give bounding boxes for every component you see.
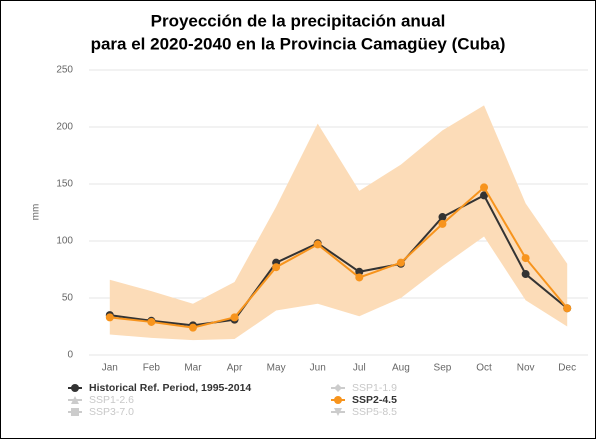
marker	[313, 240, 322, 249]
x-tick-label: Jun	[310, 363, 326, 374]
legend-label: Historical Ref. Period, 1995-2014	[89, 382, 251, 394]
x-tick-label: Apr	[227, 363, 243, 374]
marker	[480, 183, 489, 192]
legend-label: SSP1-1.9	[352, 382, 397, 394]
x-tick-label: Feb	[143, 363, 161, 374]
x-tick-label: Jul	[353, 363, 366, 374]
x-tick-label: Nov	[517, 363, 535, 374]
marker	[230, 313, 239, 322]
marker	[71, 408, 79, 416]
marker	[396, 258, 405, 267]
x-tick-label: Dec	[558, 363, 576, 374]
marker	[521, 270, 530, 279]
chart-title: para el 2020-2040 en la Provincia Camagü…	[91, 34, 506, 53]
legend-label: SSP1-2.6	[89, 394, 134, 406]
marker	[480, 191, 489, 200]
x-tick-label: May	[267, 363, 286, 374]
marker	[355, 273, 364, 282]
marker	[521, 254, 530, 263]
chart-title: Proyección de la precipitación anual	[151, 11, 446, 30]
x-tick-label: Aug	[392, 363, 410, 374]
marker	[105, 313, 114, 322]
marker	[355, 267, 364, 276]
marker	[188, 323, 197, 332]
y-tick-label: 150	[56, 179, 73, 190]
y-tick-label: 250	[56, 65, 73, 76]
marker	[334, 396, 342, 404]
marker	[438, 219, 447, 228]
marker	[147, 317, 156, 326]
marker	[334, 408, 342, 416]
legend-label: SSP2-4.5	[352, 394, 397, 406]
marker	[71, 396, 79, 404]
y-tick-label: 0	[67, 350, 73, 361]
y-tick-label: 100	[56, 236, 73, 247]
range-band	[109, 105, 568, 341]
y-tick-label: 50	[62, 293, 74, 304]
legend-label: SSP3-7.0	[89, 406, 134, 418]
line	[109, 185, 568, 329]
x-tick-label: Jan	[102, 363, 118, 374]
marker	[438, 213, 447, 222]
x-tick-label: Mar	[184, 363, 202, 374]
y-axis-label: mm	[31, 204, 42, 221]
y-tick-label: 200	[56, 122, 73, 133]
marker	[334, 384, 342, 392]
marker	[71, 384, 79, 392]
marker	[272, 263, 281, 272]
legend-label: SSP5-8.5	[352, 406, 397, 418]
x-tick-label: Oct	[476, 363, 492, 374]
line	[109, 194, 568, 327]
x-tick-label: Sep	[434, 363, 452, 374]
marker	[563, 304, 572, 313]
